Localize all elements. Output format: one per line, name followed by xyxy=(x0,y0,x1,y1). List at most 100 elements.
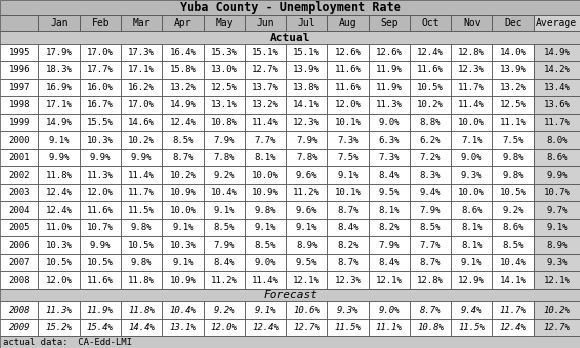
Text: 13.1%: 13.1% xyxy=(169,323,196,332)
Bar xyxy=(286,254,327,271)
Bar xyxy=(286,44,327,61)
Bar xyxy=(368,96,410,114)
Text: 10.3%: 10.3% xyxy=(87,135,114,144)
Text: 1995: 1995 xyxy=(9,48,30,57)
Text: 9.5%: 9.5% xyxy=(379,188,400,197)
Bar xyxy=(492,149,534,166)
Text: Apr: Apr xyxy=(174,18,191,29)
Bar xyxy=(162,319,204,336)
Bar xyxy=(204,44,245,61)
Bar xyxy=(492,219,534,236)
Bar xyxy=(38,319,79,336)
Bar xyxy=(162,149,204,166)
Text: 10.7%: 10.7% xyxy=(543,188,570,197)
Bar xyxy=(38,79,79,96)
Bar xyxy=(38,114,79,131)
Bar xyxy=(0,166,38,184)
Bar xyxy=(368,114,410,131)
Text: 8.6%: 8.6% xyxy=(546,153,568,162)
Text: 2005: 2005 xyxy=(9,223,30,232)
Bar xyxy=(0,271,38,289)
Text: 9.1%: 9.1% xyxy=(546,223,568,232)
Bar xyxy=(121,79,162,96)
Text: 13.9%: 13.9% xyxy=(499,65,527,74)
Bar xyxy=(0,79,38,96)
Text: Dec: Dec xyxy=(504,18,522,29)
Bar xyxy=(286,79,327,96)
Text: 11.1%: 11.1% xyxy=(376,323,403,332)
Text: 10.8%: 10.8% xyxy=(417,323,444,332)
Text: 17.7%: 17.7% xyxy=(87,65,114,74)
Text: 11.8%: 11.8% xyxy=(46,171,72,180)
Text: 13.6%: 13.6% xyxy=(543,101,570,110)
Bar xyxy=(286,219,327,236)
Text: 12.6%: 12.6% xyxy=(335,48,361,57)
Bar xyxy=(368,15,410,31)
Text: 11.8%: 11.8% xyxy=(128,306,155,315)
Bar xyxy=(245,131,286,149)
Text: 7.7%: 7.7% xyxy=(420,241,441,250)
Text: 10.1%: 10.1% xyxy=(335,188,361,197)
Text: 8.9%: 8.9% xyxy=(546,241,568,250)
Bar xyxy=(121,301,162,319)
Bar xyxy=(410,166,451,184)
Text: 12.1%: 12.1% xyxy=(293,276,320,285)
Text: 12.7%: 12.7% xyxy=(543,323,570,332)
Bar xyxy=(204,61,245,79)
Text: 12.1%: 12.1% xyxy=(543,276,570,285)
Bar xyxy=(245,201,286,219)
Bar xyxy=(410,219,451,236)
Bar xyxy=(0,289,580,301)
Bar xyxy=(492,96,534,114)
Bar xyxy=(492,61,534,79)
Text: 7.1%: 7.1% xyxy=(461,135,483,144)
Bar xyxy=(79,319,121,336)
Text: 8.7%: 8.7% xyxy=(337,258,358,267)
Text: 17.1%: 17.1% xyxy=(46,101,72,110)
Bar xyxy=(286,149,327,166)
Text: 9.9%: 9.9% xyxy=(89,153,111,162)
Bar xyxy=(368,79,410,96)
Text: 8.5%: 8.5% xyxy=(172,135,194,144)
Text: 14.2%: 14.2% xyxy=(543,65,570,74)
Bar xyxy=(121,131,162,149)
Text: 14.9%: 14.9% xyxy=(169,101,196,110)
Text: 11.0%: 11.0% xyxy=(46,223,72,232)
Bar xyxy=(534,114,580,131)
Text: 8.6%: 8.6% xyxy=(461,206,483,215)
Bar xyxy=(492,271,534,289)
Bar xyxy=(245,114,286,131)
Bar xyxy=(534,201,580,219)
Bar xyxy=(534,149,580,166)
Text: 17.0%: 17.0% xyxy=(128,101,155,110)
Bar xyxy=(410,254,451,271)
Text: 16.4%: 16.4% xyxy=(169,48,196,57)
Bar xyxy=(0,254,38,271)
Bar xyxy=(534,44,580,61)
Bar xyxy=(79,131,121,149)
Text: 11.1%: 11.1% xyxy=(499,118,527,127)
Bar xyxy=(286,301,327,319)
Bar xyxy=(534,131,580,149)
Bar xyxy=(368,166,410,184)
Bar xyxy=(121,236,162,254)
Bar xyxy=(245,319,286,336)
Text: 9.3%: 9.3% xyxy=(461,171,483,180)
Text: 9.7%: 9.7% xyxy=(546,206,568,215)
Bar xyxy=(492,201,534,219)
Text: 11.3%: 11.3% xyxy=(46,306,72,315)
Bar xyxy=(204,319,245,336)
Bar xyxy=(410,319,451,336)
Bar xyxy=(245,219,286,236)
Bar xyxy=(410,131,451,149)
Bar xyxy=(204,301,245,319)
Bar xyxy=(286,271,327,289)
Bar xyxy=(0,301,38,319)
Text: 9.8%: 9.8% xyxy=(502,153,524,162)
Text: 2000: 2000 xyxy=(9,135,30,144)
Bar xyxy=(327,149,368,166)
Text: 11.7%: 11.7% xyxy=(128,188,155,197)
Text: 8.1%: 8.1% xyxy=(461,223,483,232)
Text: 10.6%: 10.6% xyxy=(293,306,320,315)
Bar xyxy=(245,271,286,289)
